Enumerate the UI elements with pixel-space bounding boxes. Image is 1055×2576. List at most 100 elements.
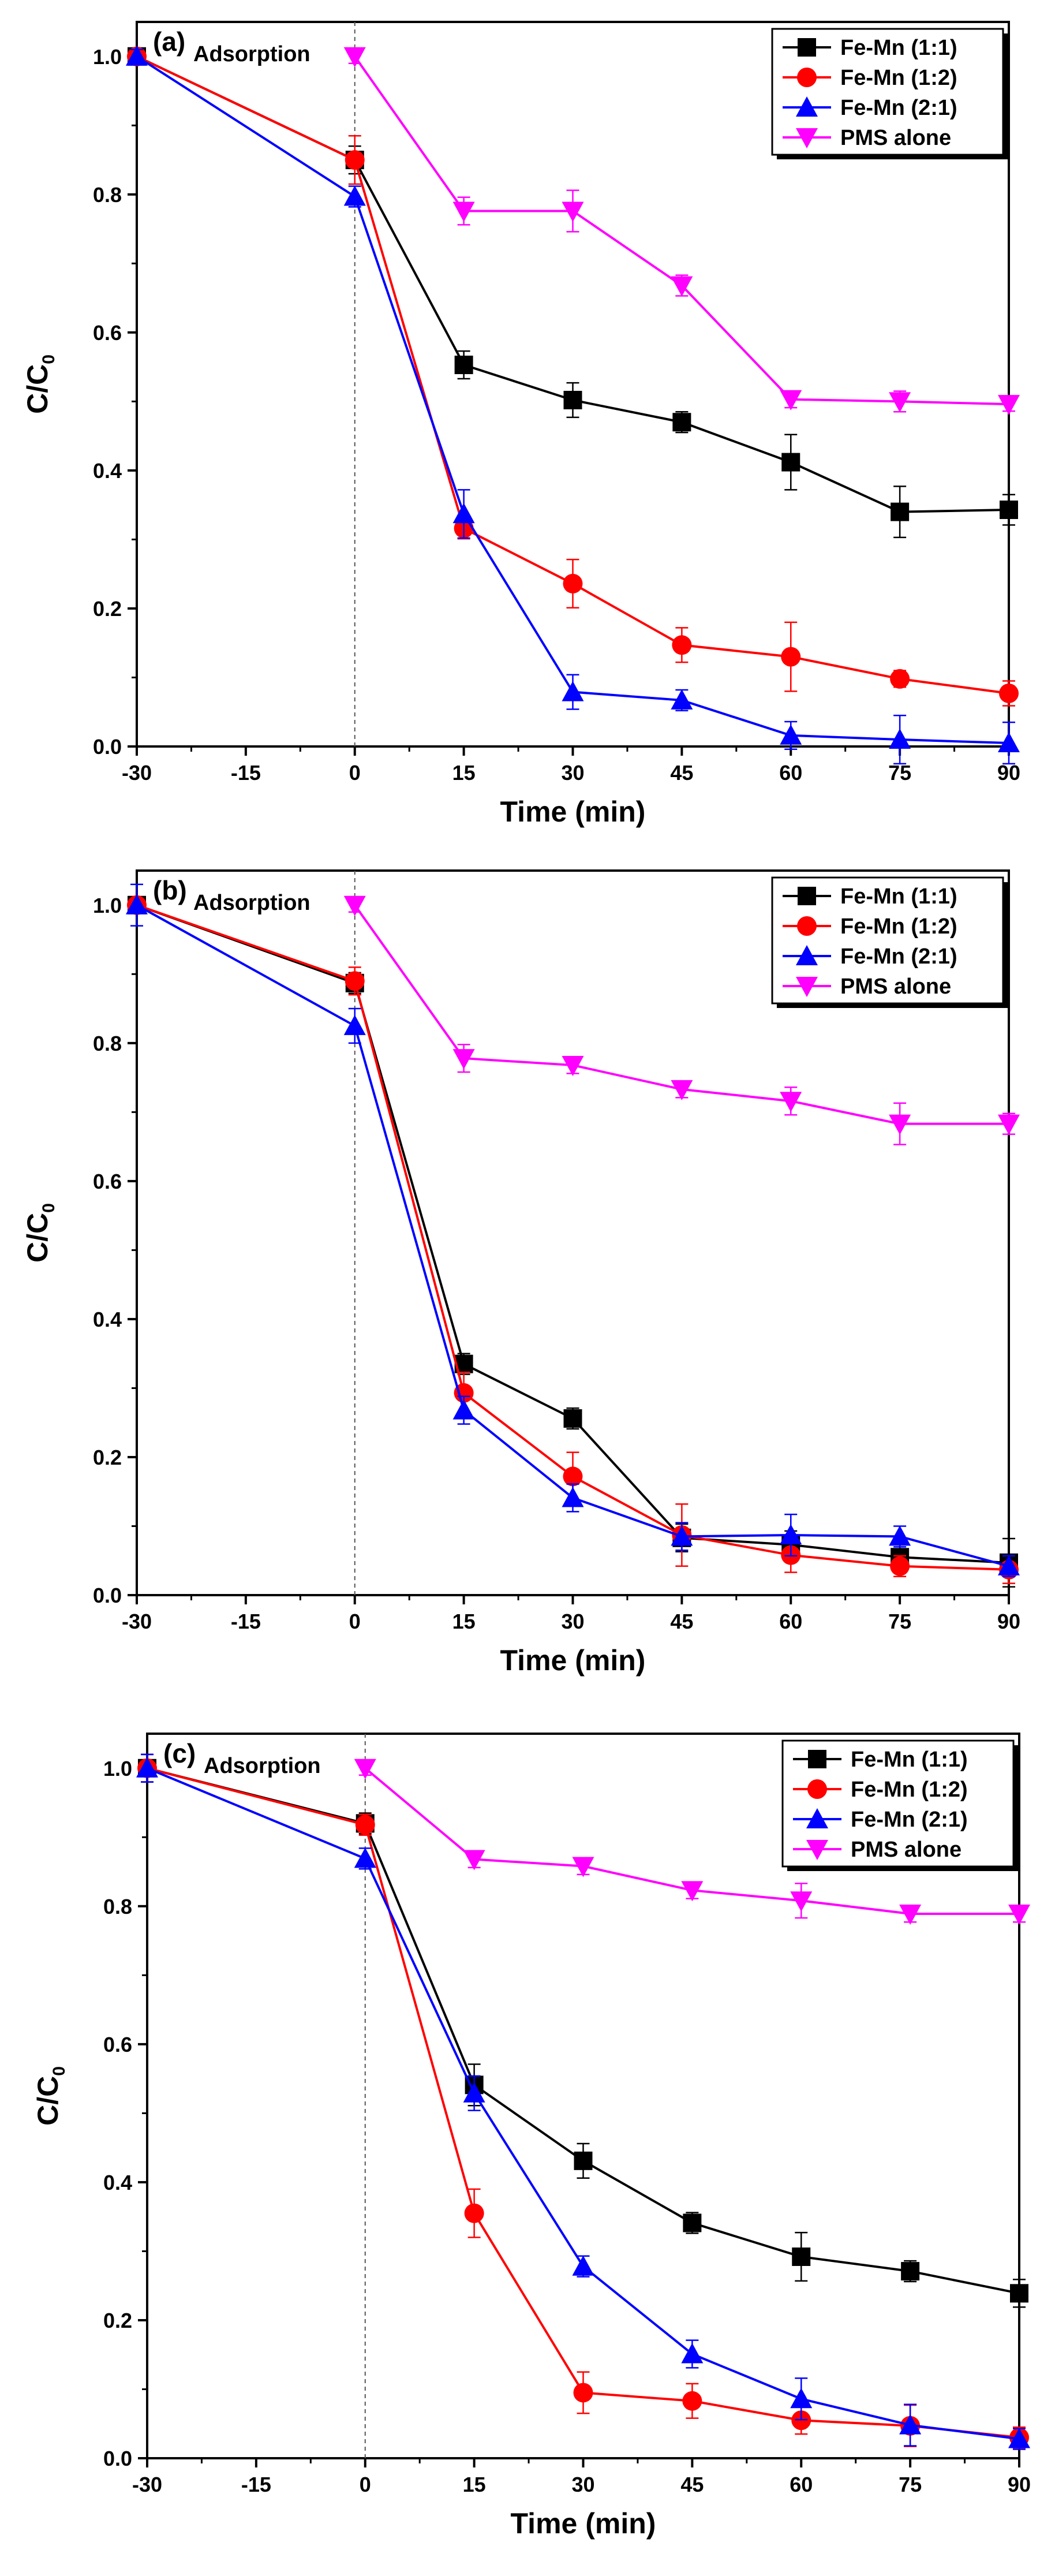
data-point [889, 729, 911, 749]
series-3 [126, 883, 1020, 1577]
legend-marker [797, 68, 817, 87]
data-point [781, 647, 801, 667]
data-point [573, 2383, 593, 2403]
data-point [890, 1556, 910, 1576]
data-point [562, 681, 584, 701]
data-point [780, 724, 802, 745]
x-tick-label: 90 [1008, 2473, 1031, 2496]
legend-marker [806, 1808, 828, 1828]
adsorption-annotation: Adsorption [193, 42, 310, 66]
data-point [999, 683, 1019, 703]
y-tick-label: 0.8 [93, 183, 122, 207]
legend-marker [798, 887, 816, 905]
data-point [574, 2151, 593, 2170]
x-tick-label: 60 [790, 2473, 813, 2496]
data-point [781, 453, 800, 472]
legend-entry-label: Fe-Mn (1:2) [840, 66, 957, 90]
data-point [682, 2391, 702, 2411]
data-point [452, 201, 475, 222]
legend-entry-label: Fe-Mn (2:1) [840, 944, 957, 969]
data-point [998, 1114, 1020, 1135]
x-tick-label: 0 [349, 761, 361, 785]
data-point [126, 894, 148, 914]
y-axis-title: C/C0 [21, 354, 58, 414]
y-axis-title-subscript: 0 [39, 354, 58, 364]
x-tick-label: 45 [670, 761, 693, 785]
data-point [562, 1487, 584, 1507]
legend-entry-label: Fe-Mn (1:2) [840, 914, 957, 939]
data-point [354, 1759, 376, 1779]
x-tick-label: 30 [571, 2473, 594, 2496]
x-axis-title: Time (min) [500, 1644, 646, 1677]
data-point [899, 2414, 922, 2435]
legend-entry-label: Fe-Mn (1:2) [851, 1778, 968, 1802]
x-tick-label: 75 [888, 1610, 911, 1633]
x-tick-label: 30 [561, 761, 584, 785]
x-axis-title: Time (min) [500, 796, 646, 828]
data-point [790, 2388, 813, 2409]
data-point [681, 2343, 704, 2364]
data-point [889, 1525, 911, 1546]
y-tick-label: 0.0 [103, 2447, 132, 2470]
legend-marker [808, 1750, 826, 1768]
data-point [901, 2262, 920, 2281]
data-point [671, 276, 693, 297]
series-line [147, 1767, 1020, 2440]
legend-entry-label: Fe-Mn (1:1) [840, 884, 957, 909]
data-point [452, 503, 475, 524]
data-point [671, 1525, 693, 1546]
x-tick-label: -30 [122, 1610, 152, 1633]
data-point [463, 2082, 485, 2103]
panel-label: (c) [163, 1738, 196, 1768]
panel-a: -30 -15 0 15 30 45 60 75 90 0.0 0.2 0.4 0.6 0.8 1.0 Tim… [21, 21, 1020, 828]
data-point [899, 1904, 922, 1925]
x-tick-label: 60 [779, 761, 802, 785]
series-3 [136, 1753, 1030, 2450]
data-point [889, 1114, 911, 1135]
data-point [562, 201, 584, 222]
data-point [343, 185, 366, 206]
data-point [452, 1399, 475, 1420]
data-point [889, 392, 911, 413]
y-tick-label: 0.6 [93, 321, 122, 345]
y-tick-label: 0.2 [93, 597, 122, 621]
data-point [345, 971, 365, 991]
y-tick-label: 0.8 [103, 1895, 132, 1918]
x-tick-label: 0 [360, 2473, 371, 2496]
series-line [136, 904, 1009, 1571]
panel-c: -30 -15 0 15 30 45 60 75 90 0.0 0.2 0.4 0.6 0.8 1.0 Tim… [32, 1733, 1031, 2540]
y-tick-label: 0.2 [93, 1446, 122, 1469]
data-point [780, 390, 802, 410]
data-point [563, 1466, 583, 1487]
data-point [683, 2213, 702, 2232]
data-point [563, 390, 582, 409]
legend-entry-label: PMS alone [840, 975, 951, 999]
panel-label: (a) [153, 27, 185, 57]
series-line [136, 904, 1009, 1567]
data-point [790, 1891, 813, 1912]
panel-label: (b) [153, 875, 187, 905]
series-line [147, 1767, 1020, 2439]
data-point [890, 669, 910, 689]
series-3 [126, 45, 1020, 765]
legend-entry-label: Fe-Mn (2:1) [840, 96, 957, 120]
x-tick-label: 15 [452, 761, 476, 785]
data-point [563, 573, 583, 593]
data-point [343, 1014, 366, 1035]
series-4 [354, 1759, 1030, 1925]
data-point [452, 1049, 475, 1070]
legend: Fe-Mn (1:1) Fe-Mn (1:2) Fe-Mn (2:1) PMS alo… [771, 876, 1008, 1008]
y-tick-label: 0.8 [93, 1032, 122, 1055]
data-point [343, 895, 366, 916]
legend-entry-label: PMS alone [840, 126, 951, 150]
legend-marker [798, 38, 816, 57]
data-point [454, 356, 473, 375]
series-line [147, 1767, 1020, 2295]
data-point [572, 1857, 594, 1877]
legend-marker [796, 977, 818, 997]
legend-marker [806, 1840, 828, 1860]
data-point [672, 413, 691, 432]
x-tick-label: 75 [888, 761, 911, 785]
legend: Fe-Mn (1:1) Fe-Mn (1:2) Fe-Mn (2:1) PMS alo… [771, 28, 1008, 159]
y-tick-label: 0.2 [103, 2309, 132, 2332]
